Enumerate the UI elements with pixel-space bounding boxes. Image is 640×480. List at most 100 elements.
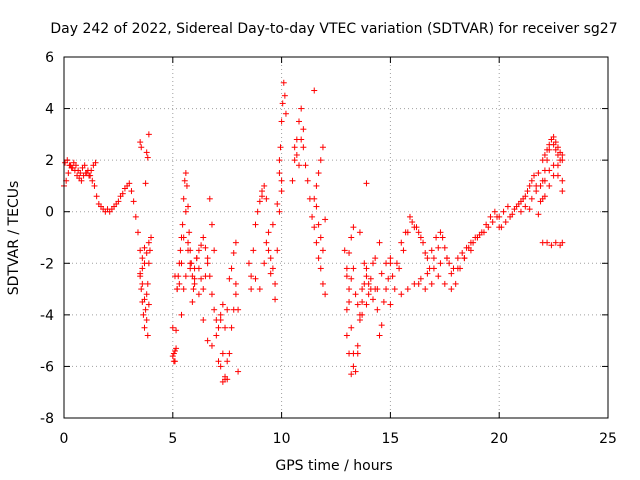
data-point [195,247,202,254]
data-point [409,219,416,226]
data-point [315,255,322,262]
data-point [259,188,266,195]
data-point [374,306,381,313]
data-point [559,188,566,195]
data-point [498,224,505,231]
data-point [428,280,435,287]
data-point [420,239,427,246]
y-tick-label: -2 [40,256,54,272]
data-point [402,229,409,236]
data-point [245,260,252,267]
data-point [195,265,202,272]
data-point [254,208,261,215]
data-point [204,255,211,262]
grid-lines [64,57,608,418]
data-point [474,234,481,241]
data-point [139,265,146,272]
data-point [213,332,220,339]
data-point [141,244,148,251]
data-point [141,296,148,303]
data-point [176,280,183,287]
data-point [311,224,318,231]
data-point [491,208,498,215]
data-point [417,275,424,282]
data-point [522,203,529,210]
plot-area-border [63,56,609,419]
data-point [552,139,559,146]
data-point [144,154,151,161]
data-point [404,286,411,293]
data-point [443,255,450,262]
data-point [200,234,207,241]
data-point [517,208,524,215]
data-point [500,208,507,215]
data-point [181,177,188,184]
y-tick-labels: -8 -6 -4 -2 0 2 4 6 [40,50,54,427]
data-point [276,157,283,164]
data-point [526,206,533,213]
data-point [296,162,303,169]
data-point [430,255,437,262]
data-point [180,195,187,202]
data-point [398,291,405,298]
data-point [142,306,149,313]
data-point [376,332,383,339]
data-point [319,280,326,287]
data-point [180,286,187,293]
data-point [430,265,437,272]
data-point [219,350,226,357]
data-point [385,275,392,282]
data-point [424,270,431,277]
data-point [179,221,186,228]
data-point [348,275,355,282]
data-point [437,260,444,267]
data-point [89,177,96,184]
data-point [119,190,126,197]
data-point [267,255,274,262]
data-point [252,221,259,228]
data-point [400,247,407,254]
data-point [544,239,551,246]
data-point [296,118,303,125]
data-point [389,273,396,280]
data-point [511,206,518,213]
data-point [215,324,222,331]
data-point [533,188,540,195]
data-point [204,337,211,344]
data-point [354,342,361,349]
data-point [200,286,207,293]
data-point [544,146,551,153]
data-point [115,198,122,205]
y-tick-label: -4 [40,308,54,324]
data-point [232,291,239,298]
y-tick-label: 6 [45,50,54,66]
data-point [346,286,353,293]
data-point [317,265,324,272]
data-point [552,239,559,246]
data-point [146,247,153,254]
data-point [441,244,448,251]
data-point [226,350,233,357]
data-point [293,151,300,158]
data-point [526,182,533,189]
data-point [441,280,448,287]
data-point [380,298,387,305]
data-point [256,198,263,205]
data-point [437,229,444,236]
data-point [367,275,374,282]
data-point [467,247,474,254]
data-point [528,177,535,184]
data-point [313,182,320,189]
data-point [348,371,355,378]
data-point [93,193,100,200]
data-point [145,301,152,308]
data-point [304,177,311,184]
data-point [185,247,192,254]
data-point [274,247,281,254]
data-point [278,177,285,184]
data-point [489,219,496,226]
data-point [448,270,455,277]
data-point [64,157,71,164]
data-point [211,306,218,313]
data-point [148,234,155,241]
